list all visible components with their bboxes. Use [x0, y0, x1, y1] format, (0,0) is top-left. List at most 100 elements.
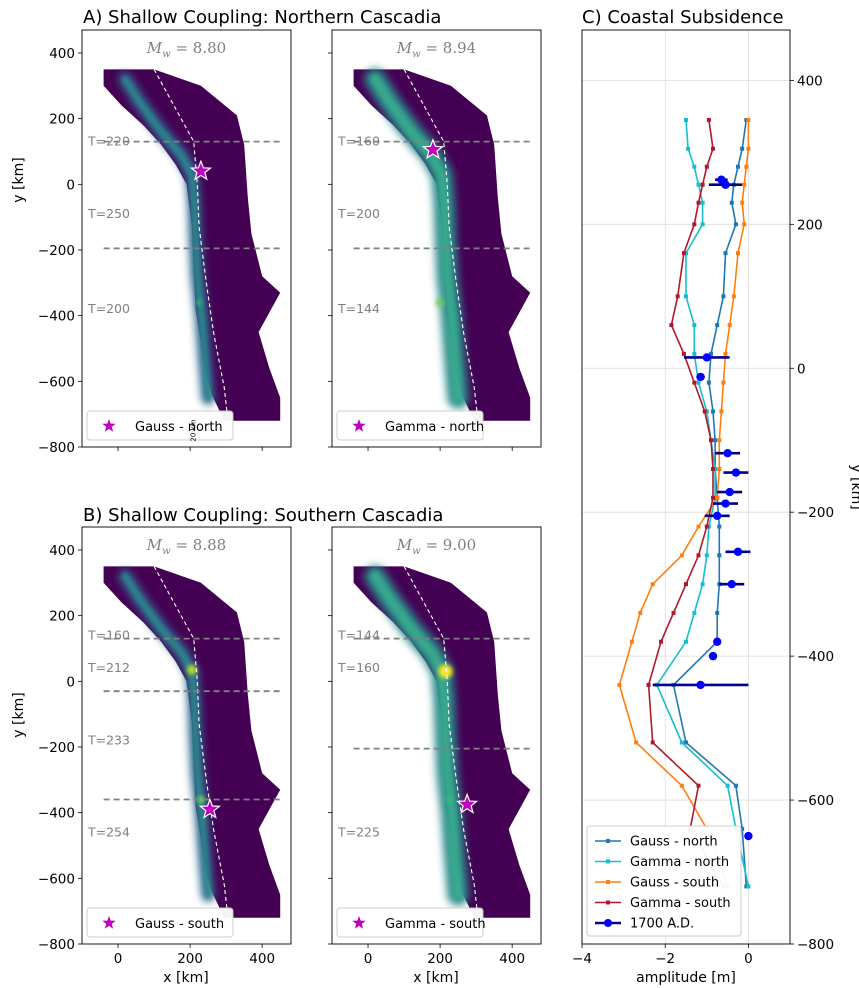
series-marker	[650, 740, 655, 745]
legend-box	[336, 410, 484, 441]
segment-label: T=225	[337, 824, 380, 839]
series-marker	[717, 438, 722, 443]
series-marker	[684, 582, 688, 587]
legend-label: Gamma - south	[385, 917, 486, 932]
map-gauss-south: T=160 T=212 T=233 T=254 Mw = 8.88 Gauss - sou…	[38, 526, 292, 967]
y-tick-label: −600	[38, 374, 75, 390]
series-marker	[617, 682, 622, 687]
segment-label: T=160	[337, 660, 380, 675]
series-marker	[711, 146, 716, 151]
series-marker	[706, 117, 711, 122]
hypocenter-star	[421, 138, 445, 160]
legend-box	[586, 825, 742, 937]
y-tick-label: −200	[797, 505, 834, 521]
series-marker	[715, 323, 720, 328]
observation-point	[733, 547, 743, 556]
series-marker	[704, 553, 709, 558]
legend-star-marker	[352, 916, 366, 929]
segment-label: T=160	[87, 627, 130, 642]
hypocenter-star	[189, 159, 213, 181]
series-marker	[706, 380, 711, 385]
y-tick-label: −400	[38, 806, 75, 822]
panel-a-ylabel: y [km]	[11, 157, 27, 202]
x-tick-label: 0	[114, 951, 123, 967]
y-tick-label: −200	[38, 740, 75, 756]
series-marker	[721, 380, 726, 385]
y-tick-label: −800	[797, 937, 834, 953]
legend-box	[336, 907, 484, 938]
slip-asperity	[186, 664, 197, 675]
series-marker	[679, 740, 684, 745]
series-marker	[679, 553, 684, 558]
y-tick-label: 400	[49, 46, 75, 62]
observation-point	[708, 651, 718, 661]
series-marker	[717, 553, 722, 558]
legend-star-marker	[352, 419, 366, 432]
magnitude-label: Mw = 8.94	[396, 39, 476, 60]
series-marker	[711, 495, 716, 500]
series-marker	[686, 146, 691, 151]
series-marker	[746, 884, 751, 889]
panel-c-xlabel: amplitude [m]	[636, 970, 736, 986]
series-marker	[700, 182, 705, 187]
observation-point	[713, 637, 722, 646]
panel-c-title: C) Coastal Subsidence	[582, 7, 784, 28]
series-marker	[740, 146, 745, 151]
legend-label: 1700 A.D.	[630, 917, 694, 932]
segment-label: T=160	[337, 134, 380, 149]
y-tick-label: −600	[38, 871, 75, 887]
map-frame	[81, 526, 292, 945]
series-marker	[629, 639, 634, 644]
map-frame	[81, 29, 292, 448]
legend-marker	[604, 919, 612, 927]
series-marker	[729, 200, 734, 205]
y-tick-label: 200	[49, 609, 75, 625]
series-marker	[684, 117, 688, 122]
slip-band-core	[122, 573, 212, 898]
series-marker	[692, 610, 697, 615]
x-tick-label: 200	[427, 951, 453, 967]
series-marker	[711, 467, 716, 472]
slip-asperity	[436, 298, 445, 307]
legend-label: Gamma - north	[630, 855, 729, 870]
legend-label: Gauss - south	[630, 876, 719, 891]
series-marker	[717, 467, 722, 472]
magnitude-label: Mw = 9.00	[396, 536, 476, 557]
series-marker	[740, 826, 745, 831]
legend-star-marker	[102, 916, 116, 929]
series-marker	[713, 438, 718, 443]
x-tick-label: 400	[499, 951, 525, 967]
series-marker	[646, 682, 651, 687]
fault-region	[103, 566, 281, 918]
series-marker	[746, 146, 751, 151]
x-tick-label: 200	[177, 951, 203, 967]
series-marker	[638, 610, 643, 615]
series-marker	[700, 582, 705, 587]
slip-asperity	[196, 299, 203, 306]
series-marker	[742, 182, 747, 187]
legend-marker	[606, 880, 610, 884]
panel-c-ylabel: y [km]	[848, 464, 859, 509]
observation-point	[723, 448, 732, 458]
series-marker	[746, 117, 751, 122]
fault-region	[353, 566, 531, 918]
series-marker	[711, 409, 716, 414]
trench-line	[153, 69, 229, 421]
slip-asperity	[445, 795, 454, 804]
series-marker	[715, 610, 720, 615]
hypocenter-star	[455, 792, 479, 814]
subsidence-chart: −4 −2 0 400 200 0 −200 −400 −600 −800 Gauss - nort…	[572, 29, 834, 967]
series-marker	[684, 294, 688, 299]
series-marker	[650, 582, 655, 587]
series-marker	[706, 524, 711, 529]
hypocenter-star	[198, 797, 222, 819]
x-tick-label: 0	[744, 951, 753, 967]
series-marker	[736, 164, 740, 169]
legend-label: Gauss - north	[630, 835, 718, 850]
series-marker	[696, 182, 701, 187]
series-marker	[634, 740, 639, 745]
series-marker	[721, 294, 726, 299]
fault-region	[353, 69, 531, 421]
observation-point	[696, 680, 705, 690]
series-marker	[684, 740, 688, 745]
